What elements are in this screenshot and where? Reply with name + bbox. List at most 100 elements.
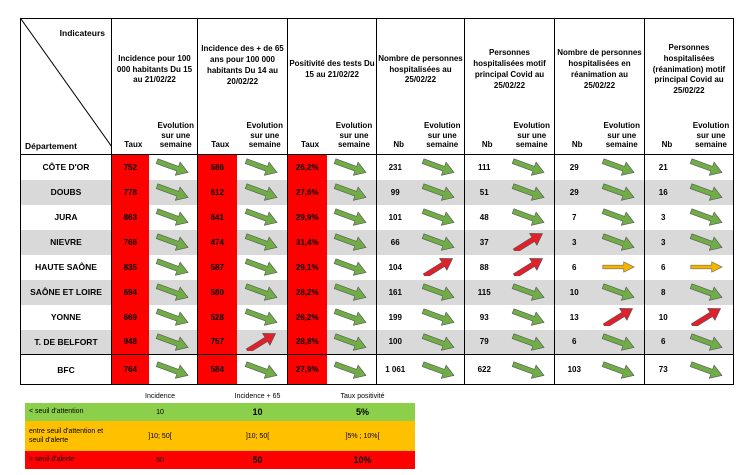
hosp-covid-value: 51: [464, 179, 504, 205]
evolution-arrow-down-icon: [334, 158, 367, 176]
evolution-arrow-down-icon: [244, 308, 278, 326]
reanimation-value: 6: [572, 262, 577, 272]
evolution-arrow-up-icon: [602, 308, 633, 326]
table-row: SAÔNE ET LOIRE 694 580 28,2% 161 115 10 8: [20, 279, 734, 305]
table-body: CÔTE D'OR 752 586 26,2% 231 111 29 21 DOUBS 778 61…: [20, 154, 734, 385]
group-header-hospitalisees: Nombre de personnes hospitalisées au 25/…: [376, 18, 465, 155]
group-title: Nombre de personnes hospitalisées au 25/…: [378, 53, 463, 85]
positivite-value: 29,1%: [287, 254, 327, 280]
rea-covid-evolution: [681, 254, 734, 280]
legend-value: ]5% ; 10%[: [310, 421, 415, 451]
incidence-65-value: 580: [197, 279, 237, 305]
positivite-evolution: [326, 179, 377, 205]
evolution-arrow-down-icon: [511, 158, 545, 176]
reanimation-evolution: [593, 329, 645, 355]
evolution-arrow-down-icon: [155, 158, 189, 176]
hosp-covid-value: 93: [479, 312, 489, 322]
department-name: T. DE BELFORT: [20, 329, 112, 355]
hospitalisees-evolution: [413, 329, 465, 355]
table-row: YONNE 669 528 26,2% 199 93 13 10: [20, 304, 734, 330]
evolution-arrow-down-icon: [155, 233, 189, 251]
departement-label: Département: [25, 141, 77, 151]
incidence-65-value: 586: [197, 154, 237, 180]
reanimation-evolution: [593, 354, 645, 385]
incidence-evolution: [148, 279, 198, 305]
sub-header-nb: Nb: [393, 140, 405, 150]
reanimation-evolution: [593, 204, 645, 230]
evolution-arrow-down-icon: [155, 258, 189, 276]
incidence-65-evolution: [236, 179, 288, 205]
evolution-arrow-down-icon: [334, 258, 367, 276]
hospitalisees-value: 104: [388, 262, 402, 272]
hospitalisees-value: 66: [376, 229, 414, 255]
positivite-evolution: [326, 254, 377, 280]
department-name: JURA: [20, 204, 112, 230]
evolution-arrow-up-icon: [245, 332, 276, 351]
rea-covid-value: 10: [658, 312, 668, 322]
reanimation-value: 6: [554, 329, 594, 355]
positivite-value: 27,6%: [287, 179, 327, 205]
evolution-arrow-down-icon: [690, 158, 723, 176]
hospitalisees-evolution: [413, 179, 465, 205]
sub-header-taux: Taux: [300, 140, 320, 150]
evolution-arrow-down-icon: [334, 208, 367, 226]
incidence-value: 835: [111, 254, 149, 280]
evolution-arrow-down-icon: [421, 208, 455, 226]
evolution-arrow-up-icon: [512, 233, 543, 251]
sub-header-nb: Nb: [661, 140, 673, 150]
corner-cell: Indicateurs Département: [20, 18, 112, 155]
hospitalisees-evolution: [413, 204, 465, 230]
incidence-evolution: [148, 354, 198, 385]
incidence-65-value: 474: [197, 229, 237, 255]
rea-covid-evolution: [681, 304, 734, 330]
incidence-65-evolution: [236, 204, 288, 230]
incidence-65-evolution: [236, 329, 288, 355]
hosp-covid-value: 622: [464, 354, 504, 385]
positivite-value: 31,4%: [287, 229, 327, 255]
legend-label: < seuil d'attention: [25, 403, 115, 421]
rea-covid-value: 8: [644, 279, 682, 305]
evolution-arrow-down-icon: [511, 333, 545, 351]
evolution-arrow-down-icon: [155, 208, 189, 226]
evolution-arrow-flat-icon: [602, 261, 635, 273]
legend-header: Taux positivité: [340, 393, 385, 400]
reanimation-value: 103: [554, 354, 594, 385]
evolution-arrow-down-icon: [511, 283, 545, 301]
positivite-value: 28,8%: [287, 329, 327, 355]
positivite-value: 27,9%: [287, 354, 327, 385]
sub-header-taux: Taux: [211, 140, 230, 150]
reanimation-evolution: [593, 304, 645, 330]
incidence-value: 863: [111, 204, 149, 230]
reanimation-evolution: [593, 254, 645, 280]
evolution-arrow-up-icon: [691, 308, 722, 326]
department-name: SAÔNE ET LOIRE: [20, 279, 112, 305]
positivite-evolution: [326, 204, 377, 230]
indicators-table: Indicateurs Département Incidence pour 1…: [20, 18, 734, 385]
group-title: Personnes hospitalisées (réanimation) mo…: [652, 43, 726, 96]
positivite-evolution: [326, 229, 377, 255]
evolution-arrow-down-icon: [421, 158, 455, 176]
positivite-value: 29,9%: [287, 204, 327, 230]
sub-header-evolution: Evolution sur une semaine: [424, 121, 461, 150]
evolution-arrow-down-icon: [155, 183, 189, 201]
evolution-arrow-down-icon: [421, 283, 455, 301]
rea-covid-evolution: [681, 279, 734, 305]
sub-header-taux: Taux: [124, 140, 143, 150]
evolution-arrow-down-icon: [601, 158, 635, 176]
department-name: NIEVRE: [20, 229, 112, 255]
incidence-evolution: [148, 329, 198, 355]
rea-covid-value: 73: [644, 354, 682, 385]
group-header-incidence-65: Incidence des + de 65 ans pour 100 000 h…: [197, 18, 288, 155]
hospitalisees-evolution: [413, 254, 465, 280]
incidence-evolution: [148, 229, 198, 255]
evolution-arrow-down-icon: [690, 233, 723, 251]
group-title: Personnes hospitalisées motif principal …: [473, 48, 546, 90]
reanimation-value: 7: [572, 212, 577, 222]
legend-value: 5%: [310, 403, 415, 421]
evolution-arrow-down-icon: [155, 283, 189, 301]
reanimation-evolution: [593, 154, 645, 180]
positivite-value: 28,2%: [287, 279, 327, 305]
rea-covid-evolution: [681, 229, 734, 255]
department-name: YONNE: [20, 304, 112, 330]
incidence-value: 768: [111, 229, 149, 255]
